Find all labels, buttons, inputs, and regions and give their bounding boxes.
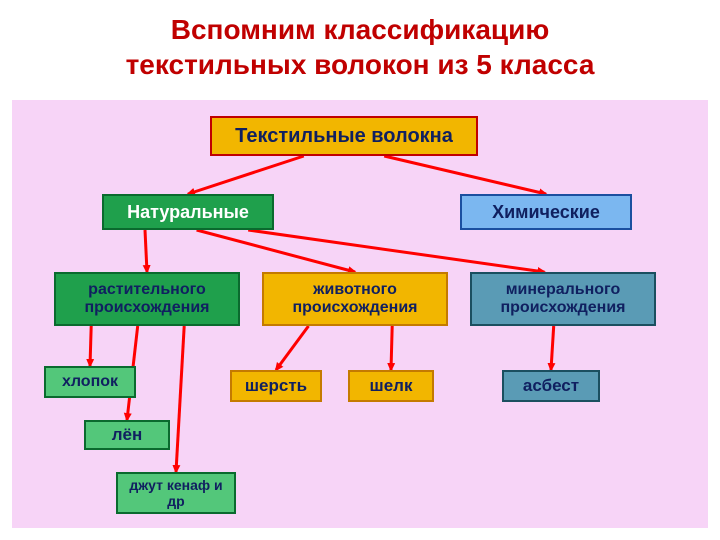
arrow-natural-animal: [197, 230, 355, 272]
node-wool: шерсть: [230, 370, 322, 402]
arrow-plant-cotton: [90, 326, 91, 366]
arrow-mineral-asbestos: [551, 326, 554, 370]
node-flax: лён: [84, 420, 170, 450]
node-silk: шелк: [348, 370, 434, 402]
node-root: Текстильные волокна: [210, 116, 478, 156]
node-animal: животного происхождения: [262, 272, 448, 326]
arrow-natural-mineral: [248, 230, 544, 272]
node-jute: джут кенаф и др: [116, 472, 236, 514]
diagram-canvas: Текстильные волокна Натуральные Химические…: [12, 100, 708, 528]
node-cotton: хлопок: [44, 366, 136, 398]
arrow-plant-jute: [176, 326, 184, 472]
arrow-animal-silk: [391, 326, 392, 370]
arrow-root-natural: [188, 156, 304, 194]
node-natural: Натуральные: [102, 194, 274, 230]
node-asbestos: асбест: [502, 370, 600, 402]
title-line-2: текстильных волокон из 5 класса: [126, 49, 595, 80]
node-plant: растительного происхождения: [54, 272, 240, 326]
node-mineral: минерального происхождения: [470, 272, 656, 326]
title-line-1: Вспомним классификацию: [171, 14, 549, 45]
slide-title: Вспомним классификацию текстильных волок…: [0, 0, 720, 82]
arrow-root-chemical: [384, 156, 546, 194]
arrow-animal-wool: [276, 326, 309, 370]
arrow-natural-plant: [145, 230, 147, 272]
node-chemical: Химические: [460, 194, 632, 230]
